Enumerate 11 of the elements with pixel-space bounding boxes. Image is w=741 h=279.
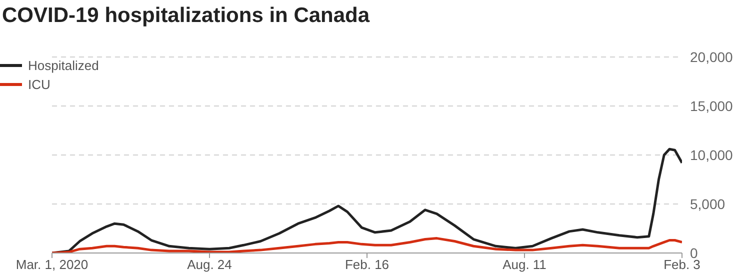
y-tick-label: 10,000	[690, 146, 734, 163]
y-tick-label: 5,000	[690, 196, 726, 212]
y-tick-label: 15,000	[690, 98, 734, 114]
y-tick-label: 20,000	[690, 48, 734, 65]
chart-title: COVID-19 hospitalizations in Canada	[2, 4, 370, 28]
x-tick-label: Aug. 11	[502, 257, 546, 272]
x-tick-label: Mar. 1, 2020	[16, 257, 88, 272]
legend-label: Hospitalized	[28, 57, 99, 75]
x-tick-label: Feb. 16	[344, 257, 390, 272]
x-tick-label: Aug. 24	[187, 257, 232, 272]
legend-label: ICU	[28, 76, 50, 94]
